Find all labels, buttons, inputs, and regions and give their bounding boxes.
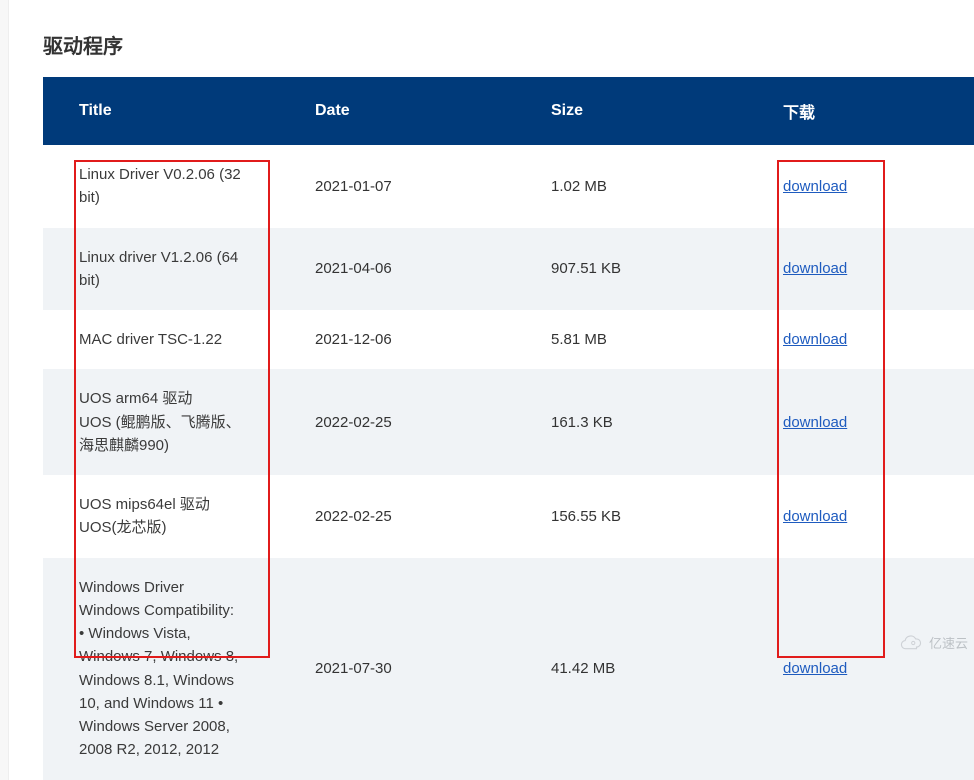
driver-title: UOS mips64el 驱动 UOS(龙芯版) — [79, 493, 251, 540]
cell-download: download — [747, 145, 974, 228]
cell-date: 2021-01-07 — [279, 145, 515, 228]
cell-date: 2021-04-06 — [279, 228, 515, 311]
cell-size: 907.51 KB — [515, 228, 747, 311]
section-title: 驱动程序 — [9, 0, 974, 77]
table-row: UOS mips64el 驱动 UOS(龙芯版) 2022-02-25156.55… — [43, 475, 974, 558]
col-header-size: Size — [515, 77, 747, 145]
driver-title: UOS arm64 驱动 UOS (鲲鹏版、飞腾版、海思麒麟990) — [79, 387, 251, 457]
cloud-icon — [897, 634, 923, 652]
table-row: Windows Driver Windows Compatibility: • … — [43, 558, 974, 780]
cell-date: 2021-12-06 — [279, 310, 515, 369]
cell-download: download — [747, 475, 974, 558]
cell-date: 2022-02-25 — [279, 475, 515, 558]
download-link[interactable]: download — [783, 508, 847, 525]
download-link[interactable]: download — [783, 260, 847, 277]
download-link[interactable]: download — [783, 331, 847, 348]
drivers-table: Title Date Size 下载 Linux Driver V0.2.06 … — [43, 77, 974, 780]
download-link[interactable]: download — [783, 414, 847, 431]
cell-download: download — [747, 228, 974, 311]
download-link[interactable]: download — [783, 178, 847, 195]
table-row: Linux Driver V0.2.06 (32 bit) 2021-01-071… — [43, 145, 974, 228]
col-header-download: 下载 — [747, 77, 974, 145]
cell-title: UOS arm64 驱动 UOS (鲲鹏版、飞腾版、海思麒麟990) — [43, 369, 279, 475]
driver-title: Windows Driver Windows Compatibility: • … — [79, 576, 251, 762]
cell-size: 41.42 MB — [515, 558, 747, 780]
cell-size: 1.02 MB — [515, 145, 747, 228]
col-header-date: Date — [279, 77, 515, 145]
driver-title: MAC driver TSC-1.22 — [79, 328, 251, 351]
table-header-row: Title Date Size 下载 — [43, 77, 974, 145]
cell-title: Linux driver V1.2.06 (64 bit) — [43, 228, 279, 311]
watermark-text: 亿速云 — [929, 633, 968, 652]
cell-download: download — [747, 310, 974, 369]
cell-size: 161.3 KB — [515, 369, 747, 475]
watermark: 亿速云 — [897, 633, 968, 652]
table-row: Linux driver V1.2.06 (64 bit) 2021-04-069… — [43, 228, 974, 311]
cell-title: MAC driver TSC-1.22 — [43, 310, 279, 369]
cell-download: download — [747, 369, 974, 475]
download-link[interactable]: download — [783, 660, 847, 677]
cell-title: UOS mips64el 驱动 UOS(龙芯版) — [43, 475, 279, 558]
cell-size: 5.81 MB — [515, 310, 747, 369]
cell-size: 156.55 KB — [515, 475, 747, 558]
driver-title: Linux driver V1.2.06 (64 bit) — [79, 246, 251, 293]
cell-date: 2021-07-30 — [279, 558, 515, 780]
cell-date: 2022-02-25 — [279, 369, 515, 475]
table-row: UOS arm64 驱动 UOS (鲲鹏版、飞腾版、海思麒麟990) 2022-0… — [43, 369, 974, 475]
cell-title: Windows Driver Windows Compatibility: • … — [43, 558, 279, 780]
table-row: MAC driver TSC-1.22 2021-12-065.81 MB down… — [43, 310, 974, 369]
driver-title: Linux Driver V0.2.06 (32 bit) — [79, 163, 251, 210]
cell-title: Linux Driver V0.2.06 (32 bit) — [43, 145, 279, 228]
cell-download: download — [747, 558, 974, 780]
col-header-title: Title — [43, 77, 279, 145]
